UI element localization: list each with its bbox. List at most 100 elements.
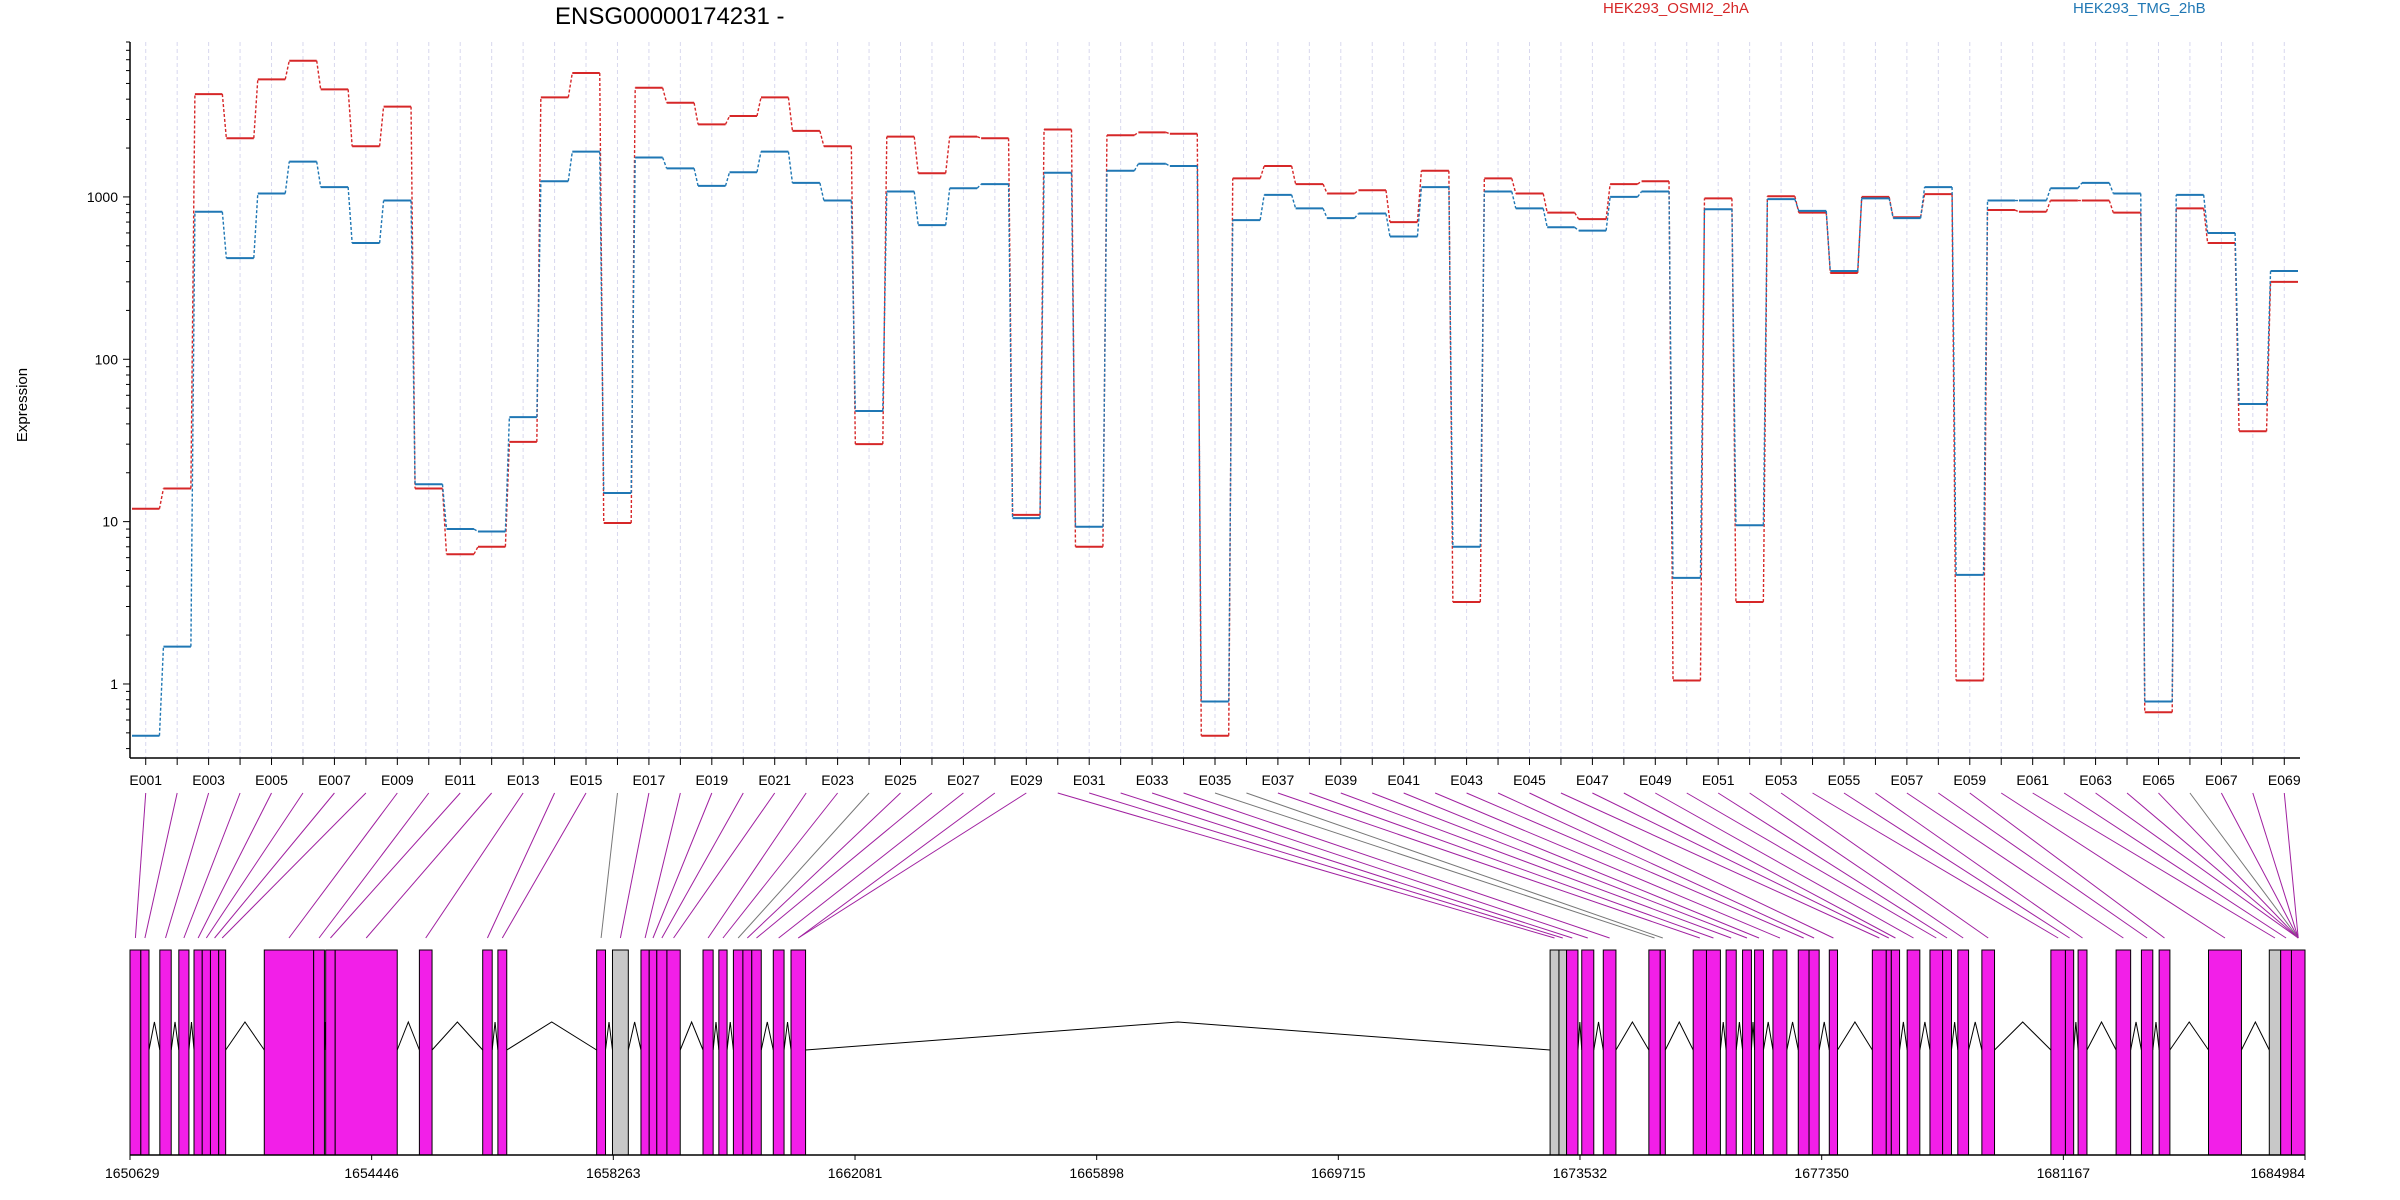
x-tick-label: E055 xyxy=(1828,772,1861,788)
exon-connector xyxy=(205,792,304,939)
series-connector xyxy=(190,94,196,489)
exon-connector xyxy=(221,792,367,939)
series-connector xyxy=(724,115,731,125)
exon-connector xyxy=(756,792,933,939)
exon-box xyxy=(718,949,728,1156)
x-tick-label: E031 xyxy=(1073,772,1106,788)
series-connector xyxy=(1290,165,1297,185)
x-tick-label: E023 xyxy=(821,772,854,788)
genomic-tick-label: 1654446 xyxy=(344,1165,399,1181)
series-connector xyxy=(1322,183,1328,194)
intron xyxy=(1664,1020,1694,1051)
intron xyxy=(679,1020,704,1051)
exon-box xyxy=(640,949,650,1156)
exon-connector xyxy=(2063,792,2287,939)
intron xyxy=(225,1021,265,1051)
genomic-tick-label: 1681167 xyxy=(2037,1165,2091,1181)
series-connector xyxy=(253,79,259,139)
series-connector xyxy=(1574,226,1580,232)
exon-connector xyxy=(1466,792,1804,939)
noncoding-exon xyxy=(1549,949,1560,1156)
series-connector xyxy=(190,211,196,647)
series-connector xyxy=(1259,165,1265,179)
exon-connector xyxy=(165,792,210,939)
intron xyxy=(760,1021,774,1051)
series-connector xyxy=(221,94,228,139)
exon-connector xyxy=(1780,792,1989,939)
exon-connector xyxy=(2220,792,2299,939)
series-connector xyxy=(1196,166,1202,702)
intron xyxy=(188,1021,195,1051)
series-connector xyxy=(819,130,825,147)
exon-connector xyxy=(737,792,870,939)
exon-connector xyxy=(1340,792,1732,939)
exon-connector xyxy=(673,792,776,939)
exon-box xyxy=(790,949,807,1156)
series-connector xyxy=(316,161,322,188)
exon-connector xyxy=(746,792,901,939)
series-connector xyxy=(2108,182,2114,194)
exon-connector xyxy=(661,792,744,939)
intron xyxy=(1899,1021,1908,1051)
exon-connector xyxy=(288,792,398,939)
exon-box xyxy=(1871,949,1887,1156)
intron xyxy=(805,1021,1551,1051)
exon-connector xyxy=(1309,792,1714,939)
expression-series xyxy=(132,59,2298,737)
series-connector xyxy=(756,97,762,117)
series-connector xyxy=(2140,212,2146,713)
exon-box xyxy=(263,949,315,1156)
exon-connector xyxy=(2252,792,2299,939)
exon-connector xyxy=(1120,792,1573,939)
exon-box xyxy=(666,949,681,1156)
exon-box xyxy=(751,949,762,1156)
exon-box xyxy=(1772,949,1788,1156)
series-connector xyxy=(1731,209,1737,526)
noncoding-exon xyxy=(611,949,629,1156)
series-connector xyxy=(1542,193,1548,213)
intron xyxy=(1994,1021,2052,1051)
genomic-tick-label: 1669715 xyxy=(1311,1165,1366,1181)
series-connector xyxy=(1416,170,1423,223)
series-connector xyxy=(976,183,982,189)
exon-connector xyxy=(1843,792,2070,939)
series-connector xyxy=(347,89,353,147)
series-connector xyxy=(913,191,919,226)
exon-connector xyxy=(1183,792,1610,939)
exon-connector xyxy=(425,792,524,939)
genomic-axis: 1650629 1654446 1658263 1662081 1665898 16697… xyxy=(105,1154,2306,1181)
series-connector xyxy=(567,151,573,182)
exon-box xyxy=(1890,949,1901,1156)
series-connector xyxy=(1511,178,1517,194)
exon-box xyxy=(772,949,785,1156)
exon-box xyxy=(334,949,398,1156)
genomic-tick-label: 1684984 xyxy=(2250,1165,2305,1181)
series-connector xyxy=(944,136,951,174)
series-connector xyxy=(661,157,668,169)
intron xyxy=(2130,1021,2142,1051)
exon-connector xyxy=(600,792,618,939)
exon-connector xyxy=(1246,792,1663,939)
exon-connector xyxy=(1686,792,1937,939)
series-connector xyxy=(1542,208,1548,228)
exon-box xyxy=(732,949,744,1156)
exon-connector xyxy=(501,792,587,939)
x-tick-label: E059 xyxy=(1953,772,1986,788)
series-connector xyxy=(756,151,762,173)
intron xyxy=(1968,1021,1983,1051)
exon-connector xyxy=(798,792,1027,939)
series-connector xyxy=(1699,198,1706,681)
exon-connector xyxy=(134,792,147,939)
intron xyxy=(2152,1021,2160,1051)
intron xyxy=(148,1021,161,1051)
series-connector xyxy=(2077,182,2083,189)
series-connector xyxy=(1637,180,1642,185)
series-connector xyxy=(850,200,857,412)
intron xyxy=(627,1021,642,1051)
exon-box xyxy=(1754,949,1764,1156)
exon-box xyxy=(1705,949,1721,1156)
exon-box xyxy=(482,949,493,1156)
series-connector xyxy=(284,161,290,194)
exon-box xyxy=(1942,949,1952,1156)
series-connector xyxy=(724,172,731,187)
